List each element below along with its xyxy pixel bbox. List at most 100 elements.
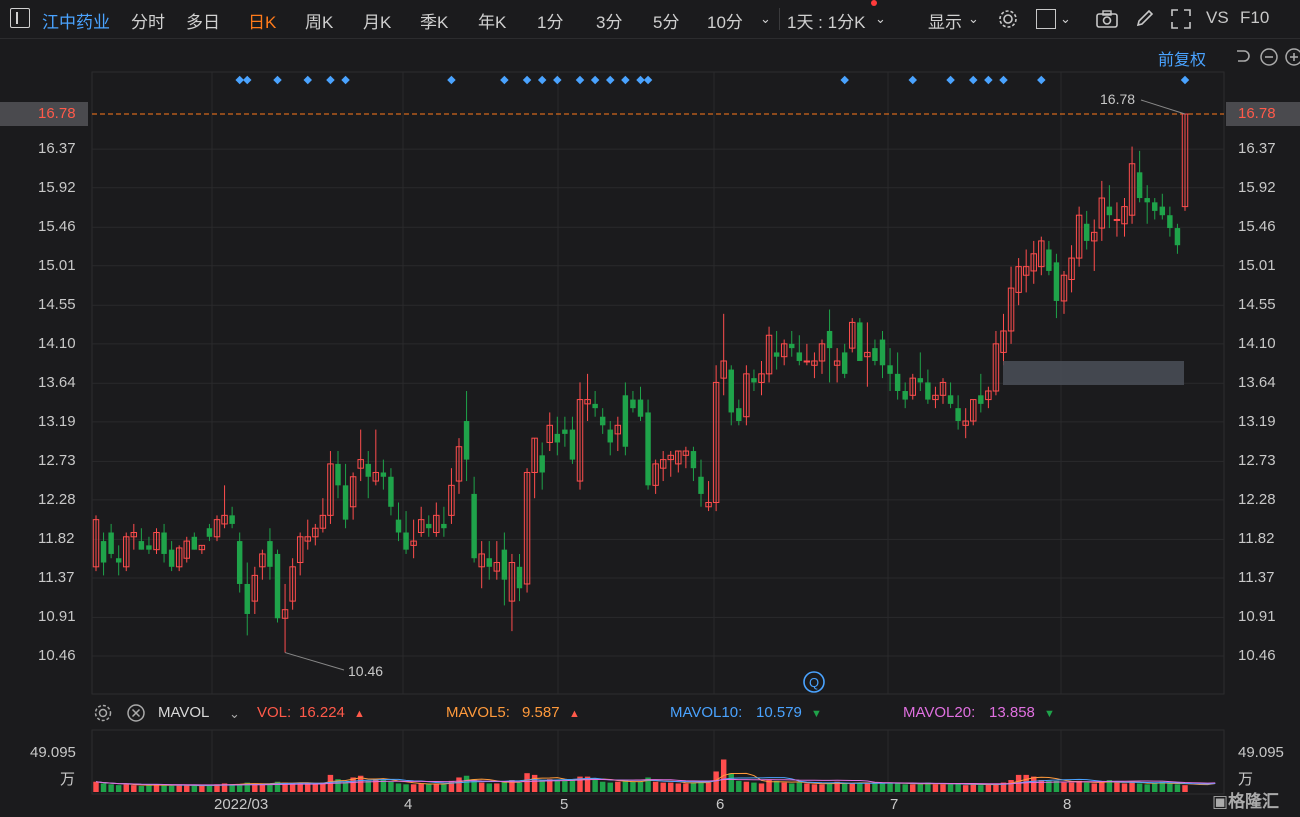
- volume-bar: [993, 784, 999, 792]
- current-price-left: 16.78: [38, 105, 76, 122]
- current-price-left-highlight: 16.78: [0, 102, 88, 126]
- candle-body: [259, 553, 266, 568]
- interval-select[interactable]: 1天 : 1分K: [787, 13, 866, 32]
- volume-bar: [577, 776, 583, 792]
- layout-chevron-icon[interactable]: ⌄: [1060, 11, 1071, 26]
- price-tick-label: 11.82: [38, 530, 75, 548]
- event-diamond-icon: [500, 75, 509, 85]
- event-diamond-icon: [326, 75, 335, 85]
- divider: [779, 8, 780, 30]
- candle-body: [433, 514, 440, 534]
- candle-body: [516, 566, 523, 589]
- volume-bar: [849, 783, 855, 792]
- volume-bar: [176, 785, 182, 792]
- candle-body: [576, 399, 584, 482]
- fullscreen-icon[interactable]: [1170, 8, 1192, 30]
- layout-square-icon[interactable]: [1036, 9, 1056, 29]
- event-diamond-icon: [606, 75, 615, 85]
- display-menu[interactable]: 显示: [928, 13, 962, 32]
- candle-body: [592, 403, 598, 409]
- sidebar-toggle-icon[interactable]: [10, 8, 30, 28]
- candle-body: [335, 463, 341, 486]
- event-diamond-icon: [840, 75, 849, 85]
- svg-text:Q: Q: [809, 675, 819, 690]
- volume-bar: [1152, 783, 1158, 792]
- candle-body: [659, 459, 667, 469]
- interval-chevron-icon[interactable]: ⌄: [875, 11, 886, 26]
- tab-5min[interactable]: 5分: [653, 13, 680, 32]
- volume-bar: [168, 786, 175, 792]
- volume-bar: [184, 785, 190, 792]
- volume-bar: [630, 781, 636, 792]
- indicator-settings-gear-icon[interactable]: [93, 703, 113, 723]
- display-chevron-icon[interactable]: ⌄: [968, 11, 979, 26]
- adjust-mode-button[interactable]: 前复权: [1158, 52, 1207, 69]
- candle-body: [471, 493, 477, 559]
- volume-bar: [191, 786, 198, 792]
- candle-body: [645, 412, 651, 486]
- candle-body: [1121, 206, 1128, 225]
- candle-body: [380, 472, 387, 477]
- tab-intraday[interactable]: 分时: [131, 13, 165, 32]
- candle-body: [712, 381, 720, 503]
- volume-bar: [728, 773, 734, 792]
- volume-bar: [259, 784, 266, 792]
- candlestick-chart[interactable]: [0, 38, 1300, 817]
- tab-monthly-k[interactable]: 月K: [363, 13, 392, 32]
- volume-bar: [1038, 780, 1045, 792]
- indicator-close-icon[interactable]: [126, 703, 146, 723]
- candle-body: [1159, 206, 1166, 216]
- tab-3min[interactable]: 3分: [596, 13, 623, 32]
- volume-bar: [486, 783, 492, 792]
- volume-bar: [637, 781, 644, 792]
- tab-yearly-k[interactable]: 年K: [478, 13, 507, 32]
- zoom-in-icon[interactable]: [1284, 47, 1300, 67]
- price-tick-label: 14.10: [1238, 334, 1276, 352]
- volume-bar: [1068, 782, 1075, 792]
- tab-daily-k[interactable]: 日K: [248, 13, 277, 32]
- indicator-name[interactable]: MAVOL: [158, 704, 210, 721]
- settings-gear-icon[interactable]: [997, 8, 1019, 30]
- date-label: 6: [716, 796, 725, 813]
- f10-button[interactable]: F10: [1240, 8, 1270, 27]
- zoom-out-icon[interactable]: [1259, 47, 1279, 67]
- candle-body: [546, 424, 553, 443]
- volume-bar: [615, 781, 621, 792]
- volume-bar: [1008, 780, 1014, 792]
- tab-multiday[interactable]: 多日: [186, 13, 220, 32]
- volume-bar: [1053, 780, 1060, 792]
- vs-button[interactable]: VS: [1206, 8, 1229, 27]
- tab-weekly-k[interactable]: 周K: [305, 13, 334, 32]
- candle-body: [894, 373, 901, 392]
- candle-body: [493, 562, 501, 572]
- quote-q-icon[interactable]: Q: [802, 670, 826, 694]
- undo-icon[interactable]: [1232, 47, 1252, 67]
- candle-body: [501, 549, 508, 580]
- event-diamond-icon: [553, 75, 562, 85]
- price-tick-label: 16.37: [38, 140, 76, 158]
- pencil-icon[interactable]: [1134, 9, 1156, 29]
- tab-10min[interactable]: 10分: [707, 13, 743, 32]
- volume-bar: [841, 783, 848, 792]
- stock-name[interactable]: 江中药业: [42, 13, 110, 32]
- volume-bar: [433, 783, 440, 792]
- vol-up-arrow-icon: ▲: [354, 708, 365, 720]
- candle-body: [554, 433, 561, 443]
- mavol5-value: 9.587: [522, 704, 560, 721]
- volume-bar: [1136, 783, 1143, 792]
- camera-icon[interactable]: [1095, 9, 1119, 29]
- more-periods-chevron-icon[interactable]: ⌄: [760, 11, 771, 26]
- volume-bar: [335, 779, 341, 792]
- volume-bar: [463, 775, 470, 792]
- price-tick-label: 10.91: [38, 608, 76, 626]
- volume-bar: [153, 784, 160, 792]
- volume-bar: [925, 782, 931, 792]
- tab-quarterly-k[interactable]: 季K: [420, 13, 449, 32]
- candle-body: [992, 343, 1000, 392]
- indicator-chevron-icon[interactable]: ⌄: [229, 706, 240, 721]
- event-diamond-icon: [908, 75, 917, 85]
- candle-body: [985, 390, 992, 401]
- date-label: 5: [560, 796, 569, 813]
- candle-body: [244, 583, 250, 614]
- tab-1min[interactable]: 1分: [537, 13, 564, 32]
